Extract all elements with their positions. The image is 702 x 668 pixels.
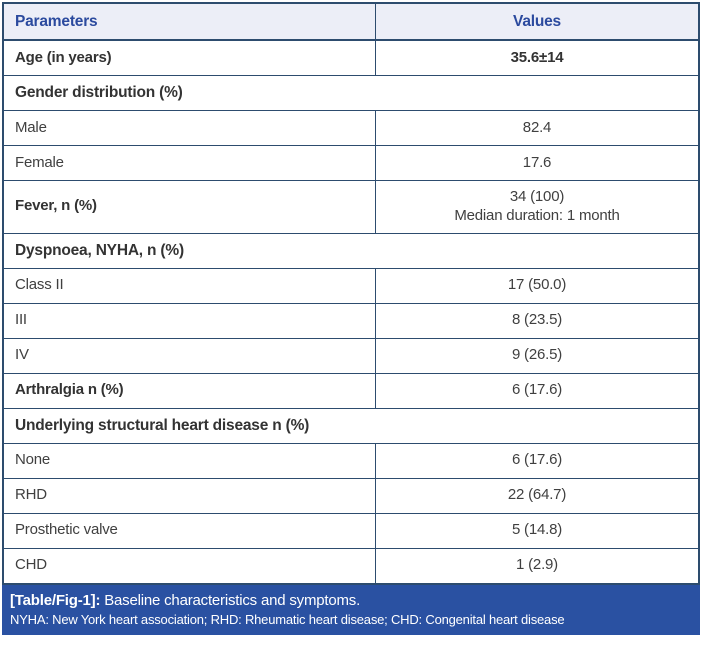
section-row: Gender distribution (%) (2, 75, 700, 111)
table-row: III 8 (23.5) (2, 302, 700, 339)
value-cell: 82.4 (375, 110, 700, 146)
param-cell: CHD (2, 547, 376, 584)
table-figure: Parameters Values Age (in years) 35.6±14 G… (2, 2, 700, 635)
value-cell: 6 (17.6) (375, 442, 700, 479)
value-cell: 35.6±14 (375, 39, 700, 76)
caption-tag: [Table/Fig-1]: (10, 591, 101, 609)
table-row: CHD 1 (2.9) (2, 547, 700, 584)
param-cell: Class II (2, 267, 376, 304)
section-label: Underlying structural heart disease n (%… (2, 407, 700, 444)
param-cell: Fever, n (%) (2, 180, 376, 234)
table-row: Male 82.4 (2, 110, 700, 146)
table-row: Prosthetic valve 5 (14.8) (2, 512, 700, 549)
param-cell: Arthralgia n (%) (2, 372, 376, 409)
header-values: Values (375, 2, 700, 41)
param-cell: IV (2, 337, 376, 374)
section-label: Dyspnoea, NYHA, n (%) (2, 232, 700, 269)
header-row: Parameters Values (2, 2, 700, 41)
table-body: Age (in years) 35.6±14 Gender distribution… (2, 39, 700, 584)
table-row: Age (in years) 35.6±14 (2, 39, 700, 76)
table-row: None 6 (17.6) (2, 442, 700, 479)
section-row: Underlying structural heart disease n (%… (2, 407, 700, 444)
table-row: IV 9 (26.5) (2, 337, 700, 374)
caption-title-line: [Table/Fig-1]: Baseline characteristics … (10, 592, 692, 609)
param-cell: Female (2, 145, 376, 181)
value-cell: 1 (2.9) (375, 547, 700, 584)
table-row: Class II 17 (50.0) (2, 267, 700, 304)
value-cell: 5 (14.8) (375, 512, 700, 549)
param-cell: Prosthetic valve (2, 512, 376, 549)
caption-abbreviations: NYHA: New York heart association; RHD: R… (10, 611, 565, 627)
param-cell: RHD (2, 477, 376, 514)
value-cell: 9 (26.5) (375, 337, 700, 374)
param-cell: Male (2, 110, 376, 146)
param-cell: None (2, 442, 376, 479)
value-line: Median duration: 1 month (454, 206, 620, 224)
table-row: Female 17.6 (2, 145, 700, 181)
caption-title: Baseline characteristics and symptoms. (104, 591, 361, 609)
value-cell: 17.6 (375, 145, 700, 181)
baseline-characteristics-table: Parameters Values Age (in years) 35.6±14 G… (2, 2, 700, 585)
value-cell: 17 (50.0) (375, 267, 700, 304)
param-cell: Age (in years) (2, 39, 376, 76)
table-row: Arthralgia n (%) 6 (17.6) (2, 372, 700, 409)
header-parameters: Parameters (2, 2, 376, 41)
param-cell: III (2, 302, 376, 339)
value-line: 34 (100) (509, 188, 565, 205)
value-cell: 6 (17.6) (375, 372, 700, 409)
section-row: Dyspnoea, NYHA, n (%) (2, 232, 700, 269)
section-label: Gender distribution (%) (2, 75, 700, 111)
figure-caption: [Table/Fig-1]: Baseline characteristics … (2, 584, 700, 635)
table-header: Parameters Values (2, 2, 700, 41)
table-row: Fever, n (%) 34 (100) Median duration: 1 m… (2, 180, 700, 234)
value-cell: 8 (23.5) (375, 302, 700, 339)
value-cell: 34 (100) Median duration: 1 month (375, 180, 700, 234)
value-cell: 22 (64.7) (375, 477, 700, 514)
table-row: RHD 22 (64.7) (2, 477, 700, 514)
